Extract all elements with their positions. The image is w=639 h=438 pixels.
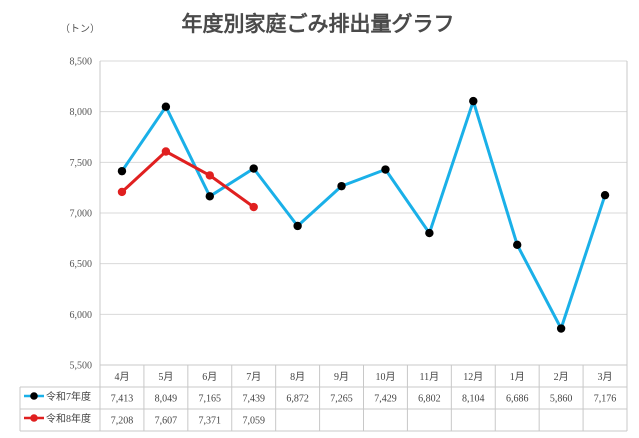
data-point — [161, 147, 171, 156]
y-unit-label: （トン） — [60, 23, 100, 35]
x-tick-label: 4月 — [114, 371, 129, 383]
data-point — [117, 166, 127, 176]
y-tick-label: 5,500 — [70, 361, 93, 372]
y-tick-label: 6,000 — [70, 310, 93, 321]
data-point — [337, 181, 346, 191]
data-point — [469, 96, 478, 106]
x-tick-label: 7月 — [246, 371, 261, 383]
x-tick-label: 6月 — [202, 371, 217, 383]
data-point — [249, 202, 258, 212]
data-label: 7,208 — [111, 416, 134, 427]
data-label: 7,607 — [155, 416, 178, 427]
data-point — [556, 324, 566, 333]
data-label: 5,860 — [550, 394, 573, 405]
y-axis: 5,500 6,000 6,500 7,000 7,500 8,000 8,500 — [70, 57, 93, 372]
data-point — [425, 228, 434, 238]
series-name: 令和8年度 — [46, 412, 91, 425]
data-label: 8,104 — [462, 394, 485, 405]
grid — [100, 60, 627, 366]
data-label: 8,049 — [155, 394, 178, 405]
legend-marker-1 — [30, 392, 38, 400]
data-point — [249, 164, 258, 173]
data-label: 6,872 — [286, 394, 309, 405]
data-point — [381, 165, 390, 174]
x-tick-label: 11月 — [420, 371, 440, 383]
x-tick-label: 3月 — [598, 371, 613, 383]
data-point — [600, 190, 610, 200]
x-tick-label: 8月 — [290, 371, 305, 383]
legend-marker-2 — [30, 414, 38, 422]
y-tick-label: 7,500 — [70, 158, 93, 169]
data-label: 7,429 — [374, 394, 397, 405]
series-line-2 — [120, 150, 255, 209]
data-point — [117, 187, 127, 197]
y-tick-label: 8,000 — [70, 107, 93, 118]
y-tick-label: 8,500 — [70, 57, 93, 68]
data-point — [161, 102, 171, 111]
plot-area — [117, 96, 610, 333]
x-tick-label: 1月 — [510, 371, 525, 383]
data-point — [513, 240, 522, 250]
data-point — [205, 171, 214, 180]
series-line-1 — [120, 99, 607, 330]
data-label: 7,439 — [242, 394, 265, 405]
series-name: 令和7年度 — [46, 390, 91, 403]
data-label: 6,686 — [506, 394, 529, 405]
chart-title: 年度別家庭ごみ排出量グラフ — [182, 11, 455, 36]
y-tick-label: 6,500 — [70, 259, 93, 270]
data-label: 7,059 — [242, 416, 265, 427]
x-tick-label: 12月 — [463, 371, 483, 383]
data-label: 7,265 — [330, 394, 353, 405]
x-tick-label: 5月 — [158, 371, 173, 383]
x-tick-label: 10月 — [375, 371, 395, 383]
data-label: 7,165 — [199, 394, 222, 405]
data-label: 6,802 — [418, 394, 441, 405]
data-label: 7,176 — [594, 394, 617, 405]
data-point — [205, 192, 214, 201]
data-label: 7,413 — [111, 394, 134, 405]
y-tick-label: 7,000 — [70, 209, 93, 220]
x-tick-label: 9月 — [334, 371, 349, 383]
data-point — [293, 221, 302, 231]
x-tick-label: 2月 — [554, 371, 569, 383]
data-label: 7,371 — [199, 416, 222, 427]
